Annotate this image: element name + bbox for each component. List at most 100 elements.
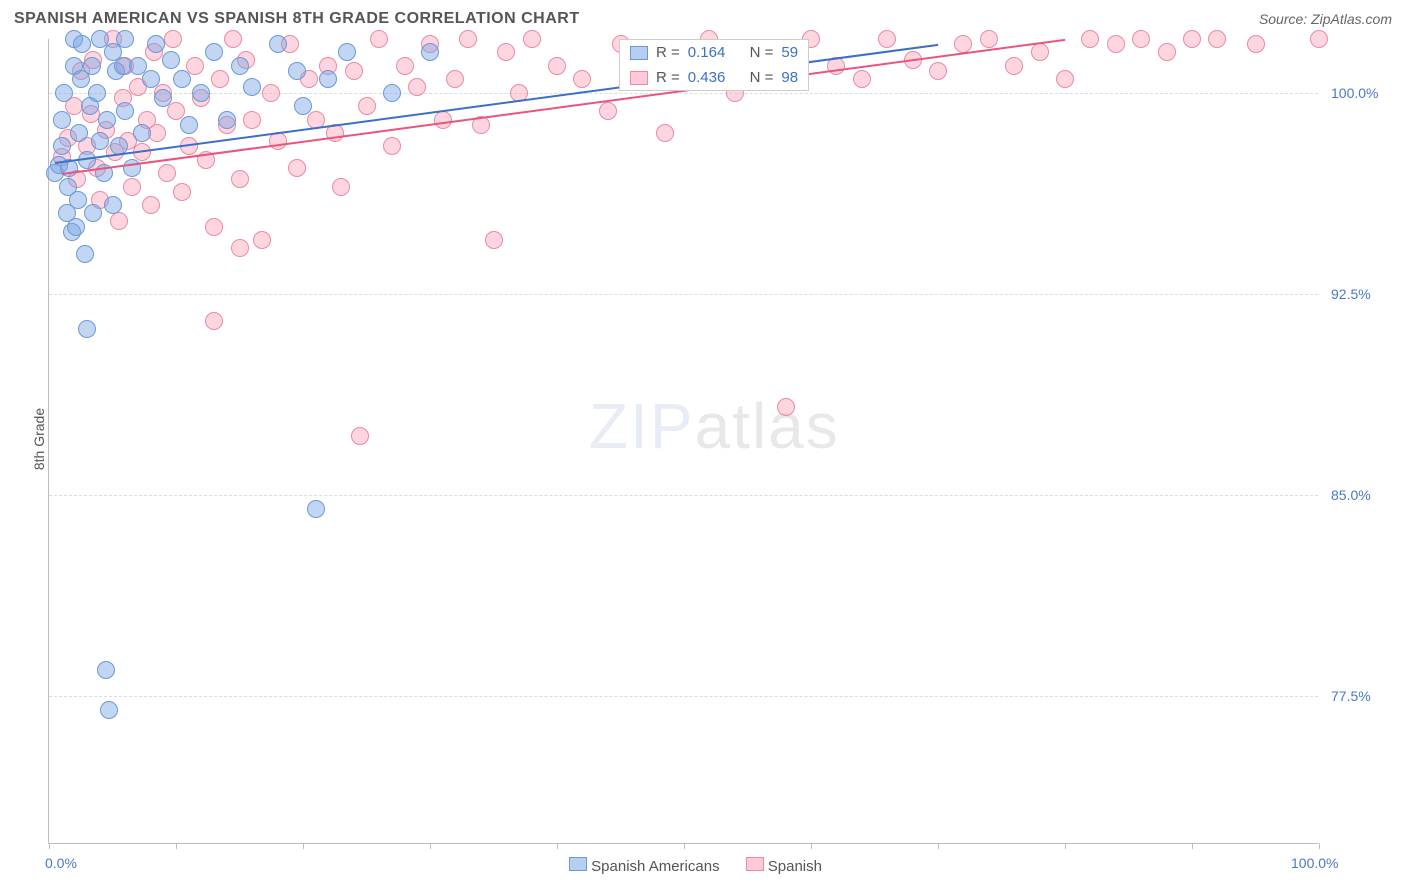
- scatter-point-blue: [84, 204, 102, 222]
- scatter-point-pink: [211, 70, 229, 88]
- scatter-point-blue: [288, 62, 306, 80]
- scatter-point-pink: [123, 178, 141, 196]
- scatter-point-blue: [147, 35, 165, 53]
- scatter-point-pink: [446, 70, 464, 88]
- scatter-point-pink: [573, 70, 591, 88]
- scatter-point-pink: [110, 212, 128, 230]
- scatter-point-blue: [269, 35, 287, 53]
- plot-area: ZIPatlas 77.5%85.0%92.5%100.0%0.0%100.0%…: [48, 39, 1318, 844]
- scatter-point-pink: [396, 57, 414, 75]
- scatter-point-pink: [231, 170, 249, 188]
- x-tick: [176, 843, 177, 849]
- scatter-point-pink: [853, 70, 871, 88]
- scatter-point-pink: [980, 30, 998, 48]
- x-tick: [1065, 843, 1066, 849]
- scatter-point-pink: [262, 84, 280, 102]
- scatter-point-pink: [408, 78, 426, 96]
- gridline: [49, 696, 1318, 697]
- scatter-point-blue: [69, 191, 87, 209]
- scatter-point-blue: [91, 132, 109, 150]
- gridline: [49, 495, 1318, 496]
- y-tick-label: 77.5%: [1331, 688, 1371, 704]
- stats-row: R =0.164 N =59: [620, 40, 808, 65]
- scatter-point-blue: [67, 218, 85, 236]
- scatter-point-pink: [345, 62, 363, 80]
- scatter-point-blue: [100, 701, 118, 719]
- scatter-point-blue: [88, 84, 106, 102]
- scatter-point-pink: [1107, 35, 1125, 53]
- scatter-point-pink: [523, 30, 541, 48]
- scatter-point-blue: [173, 70, 191, 88]
- chart-title: SPANISH AMERICAN VS SPANISH 8TH GRADE CO…: [14, 10, 580, 28]
- scatter-point-blue: [231, 57, 249, 75]
- scatter-point-pink: [1132, 30, 1150, 48]
- scatter-point-blue: [97, 661, 115, 679]
- scatter-point-pink: [1081, 30, 1099, 48]
- x-tick: [430, 843, 431, 849]
- scatter-point-blue: [116, 102, 134, 120]
- scatter-point-pink: [288, 159, 306, 177]
- scatter-point-pink: [1056, 70, 1074, 88]
- scatter-point-blue: [78, 320, 96, 338]
- scatter-point-blue: [76, 245, 94, 263]
- scatter-point-pink: [383, 137, 401, 155]
- y-tick-label: 92.5%: [1331, 286, 1371, 302]
- x-tick: [557, 843, 558, 849]
- scatter-point-blue: [162, 51, 180, 69]
- scatter-point-pink: [370, 30, 388, 48]
- y-axis-label: 8th Grade: [31, 408, 47, 470]
- scatter-point-pink: [656, 124, 674, 142]
- scatter-point-pink: [358, 97, 376, 115]
- x-tick: [684, 843, 685, 849]
- scatter-point-pink: [1310, 30, 1328, 48]
- scatter-point-blue: [133, 124, 151, 142]
- scatter-point-pink: [599, 102, 617, 120]
- legend-item: Spanish Americans: [569, 857, 720, 875]
- scatter-point-pink: [231, 239, 249, 257]
- scatter-point-pink: [1208, 30, 1226, 48]
- x-tick: [1319, 843, 1320, 849]
- scatter-point-blue: [180, 116, 198, 134]
- scatter-point-pink: [224, 30, 242, 48]
- scatter-point-pink: [929, 62, 947, 80]
- scatter-point-pink: [253, 231, 271, 249]
- scatter-point-blue: [319, 70, 337, 88]
- scatter-point-pink: [173, 183, 191, 201]
- scatter-point-pink: [1031, 43, 1049, 61]
- legend: Spanish Americans Spanish: [569, 857, 822, 875]
- scatter-point-blue: [70, 124, 88, 142]
- legend-swatch: [569, 857, 587, 871]
- gridline: [49, 294, 1318, 295]
- x-tick: [49, 843, 50, 849]
- chart-area: 8th Grade ZIPatlas 77.5%85.0%92.5%100.0%…: [0, 34, 1406, 844]
- scatter-point-pink: [777, 398, 795, 416]
- scatter-point-pink: [459, 30, 477, 48]
- scatter-point-blue: [83, 57, 101, 75]
- legend-swatch: [746, 857, 764, 871]
- scatter-point-pink: [497, 43, 515, 61]
- gridline: [49, 93, 1318, 94]
- x-tick: [811, 843, 812, 849]
- scatter-point-blue: [307, 500, 325, 518]
- x-tick-label-left: 0.0%: [45, 855, 77, 871]
- stats-row: R =0.436 N =98: [620, 65, 808, 90]
- stats-box: R =0.164 N =59R =0.436 N =98: [619, 39, 809, 91]
- scatter-point-blue: [142, 70, 160, 88]
- scatter-point-blue: [383, 84, 401, 102]
- scatter-point-pink: [548, 57, 566, 75]
- scatter-point-pink: [878, 30, 896, 48]
- scatter-point-pink: [205, 312, 223, 330]
- chart-header: SPANISH AMERICAN VS SPANISH 8TH GRADE CO…: [0, 0, 1406, 34]
- legend-swatch: [630, 46, 648, 60]
- scatter-point-pink: [1005, 57, 1023, 75]
- scatter-point-blue: [104, 196, 122, 214]
- scatter-point-pink: [332, 178, 350, 196]
- y-tick-label: 100.0%: [1331, 85, 1378, 101]
- scatter-point-pink: [205, 218, 223, 236]
- scatter-point-blue: [294, 97, 312, 115]
- scatter-point-pink: [243, 111, 261, 129]
- x-tick: [938, 843, 939, 849]
- scatter-point-blue: [421, 43, 439, 61]
- watermark: ZIPatlas: [589, 389, 840, 463]
- scatter-point-blue: [73, 35, 91, 53]
